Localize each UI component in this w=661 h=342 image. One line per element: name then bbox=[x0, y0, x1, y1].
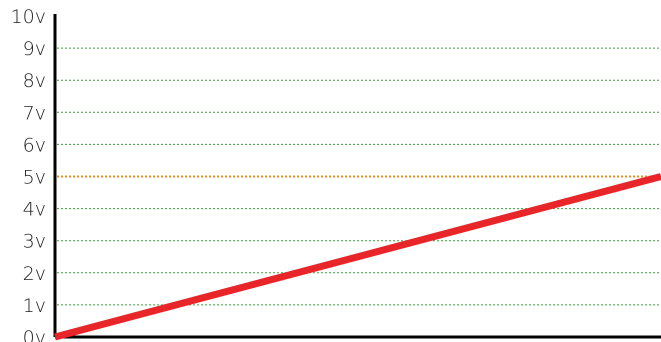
y-tick-label: 5v bbox=[23, 167, 46, 189]
y-tick-label: 4v bbox=[23, 199, 46, 221]
y-tick-label: 2v bbox=[23, 263, 46, 285]
y-tick-label: 3v bbox=[23, 231, 46, 253]
series-line bbox=[54, 173, 661, 341]
y-tick-label: 1v bbox=[23, 295, 46, 317]
y-tick-label: 10v bbox=[11, 6, 46, 28]
y-tick-labels: 0v 1v 2v 3v 4v 5v 6v 7v 8v 9v 10v bbox=[11, 6, 46, 342]
y-tick-label: 6v bbox=[23, 134, 46, 156]
y-tick-label: 9v bbox=[23, 38, 46, 60]
series-layer bbox=[54, 173, 661, 341]
y-tick-label: 8v bbox=[23, 70, 46, 92]
y-tick-label: 7v bbox=[23, 102, 46, 124]
grid-lines bbox=[57, 47, 661, 306]
axes bbox=[53, 14, 661, 339]
y-tick-label: 0v bbox=[23, 327, 46, 342]
